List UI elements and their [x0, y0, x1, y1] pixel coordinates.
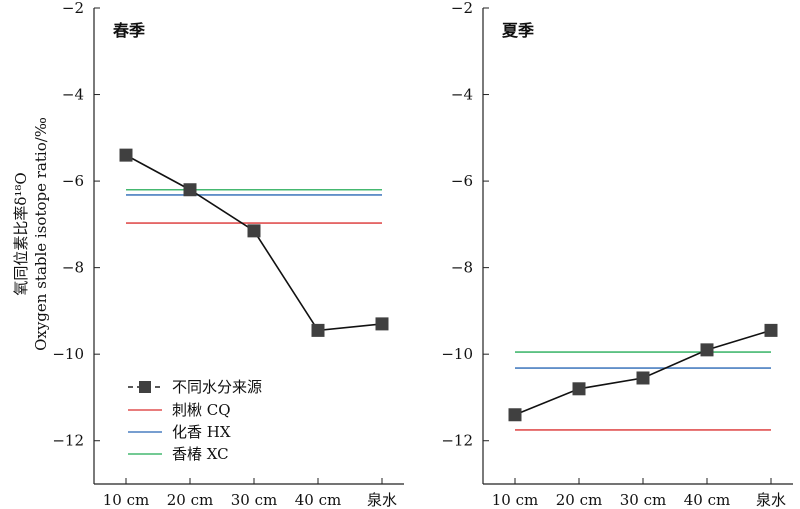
x-tick-label: 10 cm	[103, 491, 149, 509]
panel-summer: −2 −4 −6 −8 −10 −12 10 cm 20 cm 30 cm 40 cm 泉水 夏季	[441, 0, 793, 509]
data-point	[183, 183, 197, 197]
data-point	[119, 148, 133, 162]
y-tick-label: −2	[62, 0, 84, 17]
y-tick-label: −6	[62, 172, 84, 190]
y-tick-label: −4	[62, 86, 84, 104]
y-tick-label: −6	[451, 172, 473, 190]
legend-label: 化香 HX	[172, 423, 231, 441]
data-point	[375, 317, 389, 331]
data-point	[247, 224, 261, 238]
panel-title: 春季	[112, 21, 146, 40]
data-point	[636, 371, 650, 385]
y-tick-label: −8	[62, 259, 84, 277]
y-axis-label-cn: 氧同位素比率δ¹⁸O	[12, 172, 30, 295]
y-tick-label: −8	[451, 259, 473, 277]
y-tick-label: −2	[451, 0, 473, 17]
panel-spring: −2 −4 −6 −8 −10 −12 10 cm 20 cm 30 cm 40 cm 泉水 春季氧同…	[12, 0, 404, 509]
legend-marker	[139, 381, 151, 393]
x-tick-label: 泉水	[756, 491, 786, 509]
panel-title: 夏季	[501, 21, 535, 40]
data-point	[764, 323, 778, 337]
x-tick-label: 30 cm	[231, 491, 277, 509]
x-tick-label: 40 cm	[684, 491, 730, 509]
data-point	[572, 382, 586, 396]
data-point	[311, 323, 325, 337]
x-tick-label: 20 cm	[167, 491, 213, 509]
y-tick-label: −12	[441, 432, 473, 450]
y-tick-label: −4	[451, 86, 473, 104]
data-point	[508, 408, 522, 422]
y-axis-label: 氧同位素比率δ¹⁸O Oxygen stable isotope ratio/‰	[12, 117, 50, 351]
x-tick-label: 20 cm	[556, 491, 602, 509]
series-line-water-source	[125, 154, 383, 332]
legend-label: 刺楸 CQ	[172, 401, 231, 419]
y-tick-label: −10	[52, 345, 84, 363]
x-tick-label: 30 cm	[620, 491, 666, 509]
y-axis-label-en: Oxygen stable isotope ratio/‰	[32, 117, 50, 351]
legend-label: 不同水分来源	[172, 378, 262, 396]
x-tick-label: 泉水	[367, 491, 397, 509]
x-tick-label: 40 cm	[295, 491, 341, 509]
legend-label: 香椿 XC	[172, 445, 229, 463]
y-tick-label: −10	[441, 345, 473, 363]
y-tick-label: −12	[52, 432, 84, 450]
data-point	[700, 343, 714, 357]
x-tick-label: 10 cm	[492, 491, 538, 509]
